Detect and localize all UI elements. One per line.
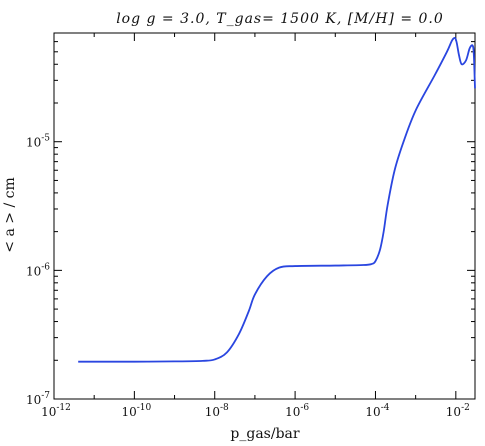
- y-tick-label: 10-6: [26, 262, 50, 278]
- x-tick-label: 10-6: [285, 403, 309, 419]
- x-tick-label: 10-10: [121, 403, 151, 419]
- x-tick-label: 10-2: [446, 403, 470, 419]
- series-line: [78, 37, 476, 363]
- tick-labels: 10-12 10-10 10-8 10-6 10-4 10-2 10-7 10-6 10-5: [26, 134, 470, 419]
- y-axis-label: < a > / cm: [2, 177, 18, 252]
- chart-title: log g = 3.0, T_gas= 1500 K, [M/H] = 0.0: [116, 11, 444, 27]
- plot-area-frame: [53, 32, 476, 400]
- axis-ticks: [53, 33, 475, 400]
- x-tick-label: 10-4: [365, 403, 389, 419]
- y-tick-label: 10-7: [26, 391, 50, 407]
- y-tick-label: 10-5: [26, 134, 50, 150]
- x-tick-label: 10-8: [205, 403, 229, 419]
- x-tick-label: 10-12: [41, 403, 71, 419]
- x-axis-label: p_gas/bar: [230, 426, 299, 442]
